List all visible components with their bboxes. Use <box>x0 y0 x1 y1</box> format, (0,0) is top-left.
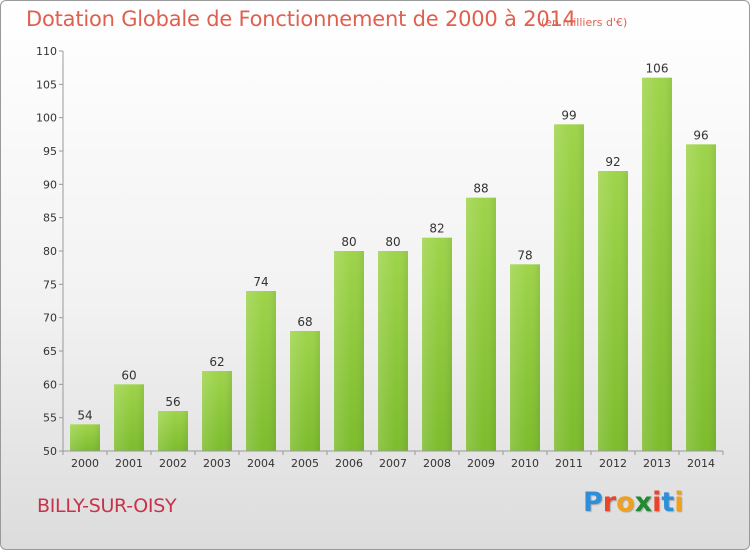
logo-letter: x <box>634 487 653 518</box>
data-label: 68 <box>297 315 312 329</box>
bars: 54 60 56 62 74 68 80 80 82 88 78 99 92 106 96 <box>70 62 716 452</box>
y-tick-label: 55 <box>43 412 57 425</box>
y-tick-label: 80 <box>43 245 57 258</box>
y-tick-label: 65 <box>43 345 57 358</box>
y-tick-label: 110 <box>36 45 57 58</box>
bar-shade <box>378 251 408 451</box>
x-tick-label: 2010 <box>511 457 539 470</box>
x-tick-label: 2013 <box>643 457 671 470</box>
data-label: 82 <box>429 222 444 236</box>
data-label: 56 <box>165 395 180 409</box>
bar-shade <box>158 411 188 451</box>
x-tick-label: 2003 <box>203 457 231 470</box>
bar-shade <box>70 424 100 451</box>
data-label: 96 <box>693 128 708 142</box>
bar-shade <box>510 264 540 451</box>
bar-shade <box>246 291 276 451</box>
y-axis: 50 55 60 65 70 75 80 85 90 95 100 105 110 <box>36 45 64 458</box>
data-label: 78 <box>517 248 532 262</box>
data-label: 74 <box>253 275 268 289</box>
bar-shade <box>642 77 672 452</box>
data-label: 99 <box>561 108 576 122</box>
bar-shade <box>466 197 496 451</box>
x-tick-label: 2012 <box>599 457 627 470</box>
data-label: 80 <box>341 235 356 249</box>
commune-name: BILLY-SUR-OISY <box>37 495 177 517</box>
bar-shade <box>598 171 628 451</box>
logo-letter: i <box>674 487 684 518</box>
logo-letter: t <box>661 487 675 518</box>
x-axis: 2000 2001 2002 2003 2004 2005 2006 2007 2008 2009… <box>62 450 724 470</box>
logo-letter: o <box>616 487 635 518</box>
bar-shade <box>202 371 232 451</box>
x-tick-label: 2001 <box>115 457 143 470</box>
y-tick-label: 100 <box>36 112 57 125</box>
x-tick-label: 2002 <box>159 457 187 470</box>
y-tick-label: 85 <box>43 212 57 225</box>
x-tick-label: 2008 <box>423 457 451 470</box>
data-label: 88 <box>473 182 488 196</box>
logo-letter: r <box>602 487 617 518</box>
y-tick-label: 90 <box>43 178 57 191</box>
bar-shade <box>290 331 320 451</box>
x-tick-label: 2014 <box>687 457 715 470</box>
data-label: 92 <box>605 155 620 169</box>
y-tick-label: 105 <box>36 78 57 91</box>
y-tick-label: 70 <box>43 312 57 325</box>
y-tick-label: 75 <box>43 278 57 291</box>
logo-letter: i <box>652 487 662 518</box>
bar-shade <box>686 144 716 452</box>
bar-shade <box>422 237 452 451</box>
data-label: 62 <box>209 355 224 369</box>
bar-shade <box>554 124 584 451</box>
data-label: 106 <box>646 62 669 76</box>
data-label: 54 <box>77 408 92 422</box>
y-tick-label: 95 <box>43 145 57 158</box>
chart-unit: (en milliers d'€) <box>541 16 628 29</box>
x-tick-label: 2004 <box>247 457 275 470</box>
proxiti-logo: Proxiti <box>583 487 684 518</box>
x-tick-label: 2011 <box>555 457 583 470</box>
chart-title: Dotation Globale de Fonctionnement de 20… <box>26 7 576 31</box>
logo-letter: P <box>583 487 603 518</box>
bar-shade <box>334 251 364 451</box>
x-tick-label: 2000 <box>71 457 99 470</box>
x-tick-label: 2005 <box>291 457 319 470</box>
y-tick-label: 50 <box>43 445 57 458</box>
data-label: 80 <box>385 235 400 249</box>
y-tick-label: 60 <box>43 378 57 391</box>
x-tick-label: 2009 <box>467 457 495 470</box>
data-label: 60 <box>121 368 136 382</box>
bar-shade <box>114 384 144 451</box>
x-tick-label: 2007 <box>379 457 407 470</box>
x-tick-label: 2006 <box>335 457 363 470</box>
